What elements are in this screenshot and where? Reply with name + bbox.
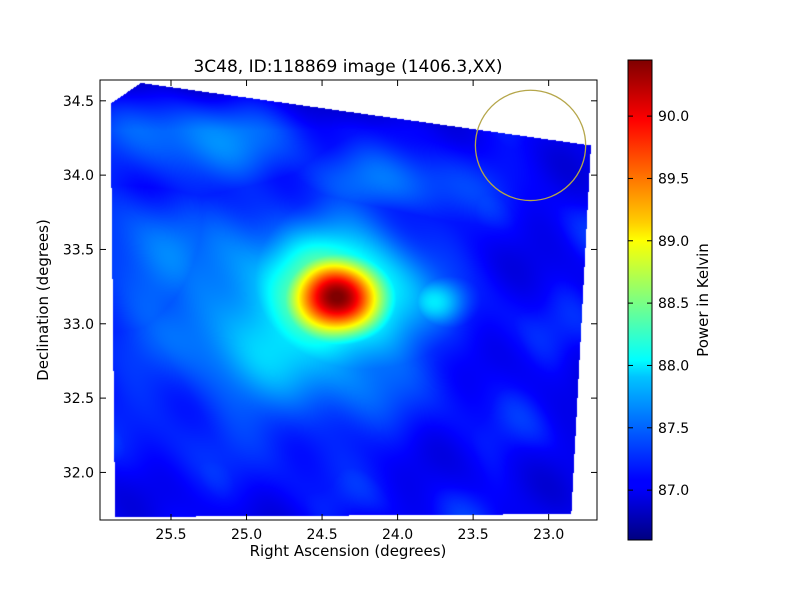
y-axis-label: Declination (degrees) (34, 219, 52, 381)
axes-frame (99, 79, 598, 521)
colorbar-tick-label: 87.5 (658, 421, 689, 437)
colorbar-tick-label: 88.5 (658, 296, 689, 312)
colorbar-tick-label: 88.0 (658, 358, 689, 374)
colorbar-tick-label: 89.0 (658, 234, 689, 250)
x-tick-label: 23.5 (458, 527, 489, 543)
chart-title: 3C48, ID:118869 image (1406.3,XX) (193, 57, 502, 77)
heatmap-image (100, 80, 597, 520)
colorbar-tick-label: 89.5 (658, 171, 689, 187)
x-axis-label: Right Ascension (degrees) (250, 542, 447, 560)
y-tick-label: 34.5 (63, 94, 94, 110)
y-tick-label: 32.0 (63, 465, 94, 481)
beam-circle (474, 89, 587, 202)
y-tick-label: 32.5 (63, 391, 94, 407)
x-tick-label: 24.0 (382, 527, 413, 543)
x-tick-label: 25.5 (155, 527, 186, 543)
axis-ticks: 25.5 25.0 24.5 24.0 23.5 23.0 32.0 32.5 33.0 33.5… (63, 80, 597, 543)
x-tick-label: 24.5 (306, 527, 337, 543)
y-tick-label: 33.5 (63, 242, 94, 258)
x-tick-label: 25.0 (231, 527, 262, 543)
x-tick-label: 23.0 (533, 527, 564, 543)
y-tick-label: 33.0 (63, 317, 94, 333)
heatmap (100, 80, 597, 520)
colorbar (627, 59, 653, 541)
colorbar-label: Power in Kelvin (694, 243, 712, 357)
y-tick-label: 34.0 (63, 168, 94, 184)
colorbar-tick-label: 87.0 (658, 483, 689, 499)
colorbar-ticks: 87.0 87.5 88.0 88.5 89.0 89.5 90.0 (628, 109, 689, 499)
colorbar-tick-label: 90.0 (658, 109, 689, 125)
